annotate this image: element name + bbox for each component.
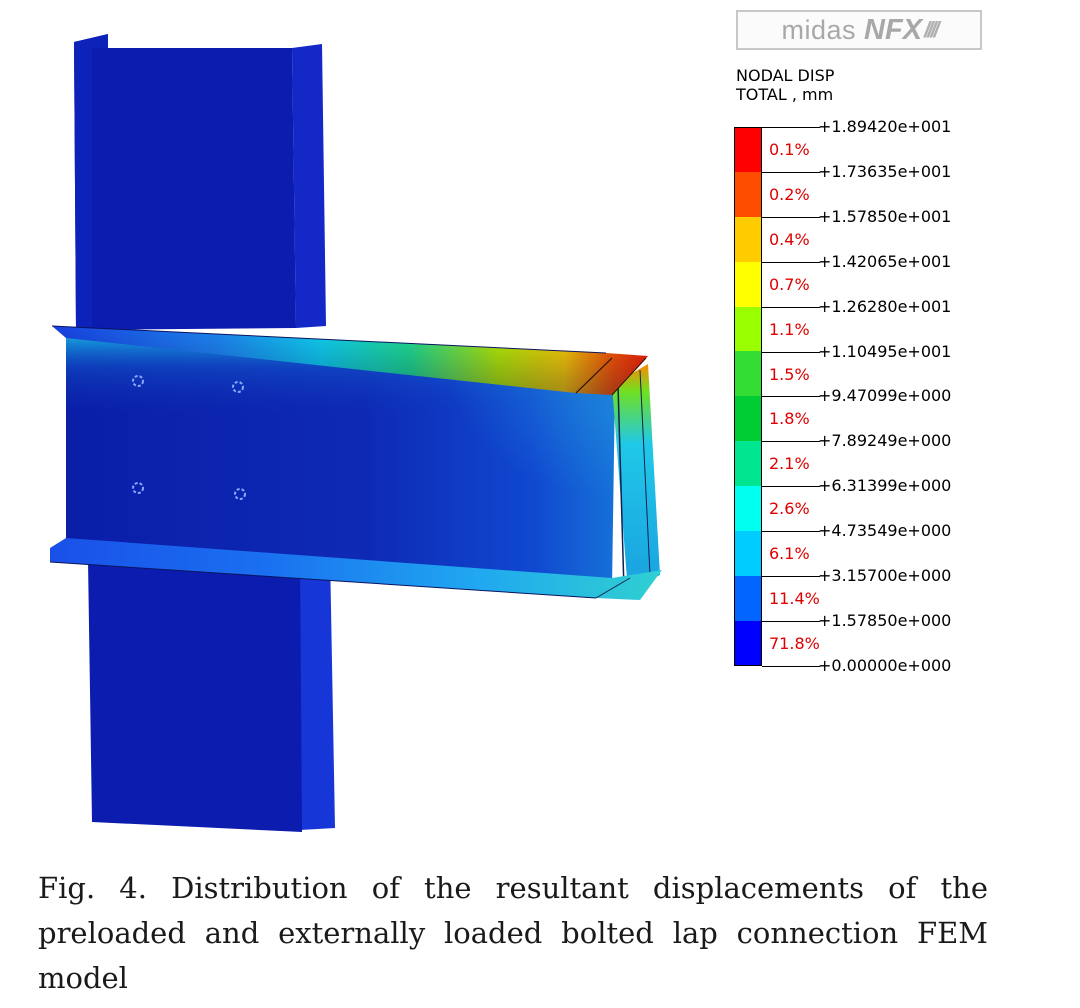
legend-title-line2: TOTAL , mm <box>736 85 834 104</box>
bolt-bottom-left <box>132 482 144 494</box>
legend-value: +7.89249e+000 <box>818 431 952 451</box>
legend-percentage: 71.8% <box>769 633 820 653</box>
legend-swatch <box>734 531 762 576</box>
legend-percentage: 1.8% <box>769 409 810 429</box>
legend-percentage: 0.2% <box>769 184 810 204</box>
column <box>74 34 335 832</box>
legend-tick <box>762 396 820 398</box>
legend-tick <box>762 441 820 443</box>
legend-tick <box>762 171 820 173</box>
legend-percentage: 0.4% <box>769 229 810 249</box>
logo-brand: midas <box>781 14 857 45</box>
column-flange-back <box>292 44 326 328</box>
legend-percentage: 11.4% <box>769 589 820 608</box>
legend-percentage: 2.1% <box>769 454 810 474</box>
legend-tick <box>762 351 820 353</box>
bolt-top-right <box>232 381 244 393</box>
beam <box>49 325 662 600</box>
legend-value: +6.31399e+000 <box>818 476 952 496</box>
column-flange-side <box>296 553 335 830</box>
beam-web-corner-glow <box>330 360 615 588</box>
legend-value: +3.15700e+000 <box>818 566 952 585</box>
bolt-top-left <box>132 375 144 387</box>
legend-percentage: 2.6% <box>769 499 810 519</box>
legend-swatch <box>734 216 762 262</box>
logo-slashes: //// <box>924 17 940 42</box>
midas-nfx-logo: midas NFX //// <box>736 10 982 50</box>
column-front-edge <box>74 34 108 330</box>
legend-swatch <box>734 441 762 487</box>
bolt-bottom-right <box>234 488 246 500</box>
legend-swatch <box>734 396 762 442</box>
beam-end-plate <box>612 364 660 592</box>
legend-percentage: 1.5% <box>769 364 810 384</box>
legend-swatch <box>734 351 762 397</box>
legend-swatch <box>734 620 762 666</box>
fem-model-figure <box>49 34 662 832</box>
legend-value: +0.00000e+000 <box>818 655 952 675</box>
legend-percentage: 6.1% <box>769 544 810 564</box>
bolts <box>132 375 246 500</box>
legend-value: +9.47099e+000 <box>818 386 952 406</box>
legend-value: +1.57850e+001 <box>818 206 952 226</box>
legend-swatch <box>734 486 762 532</box>
figure-caption: Fig. 4. Distribution of the resultant di… <box>38 871 988 995</box>
column-front-lower <box>88 556 302 832</box>
beam-bottom-flange <box>50 538 662 600</box>
legend-swatch <box>734 575 762 621</box>
legend-value: +1.73635e+001 <box>818 161 952 181</box>
legend-tick <box>762 306 820 308</box>
legend-percentage: 0.1% <box>769 140 810 159</box>
legend-percentage: 1.1% <box>769 319 810 339</box>
logo-product: NFX <box>864 13 923 46</box>
legend-tick <box>762 576 820 577</box>
legend-value: +1.42065e+001 <box>818 251 952 271</box>
legend-tick <box>762 127 820 128</box>
legend-color-bar <box>734 127 762 666</box>
legend-title: NODAL DISP TOTAL , mm <box>736 66 834 104</box>
legend-swatch <box>734 171 762 217</box>
legend-value: +4.73549e+000 <box>818 521 952 541</box>
legend-value: +1.26280e+001 <box>818 296 952 316</box>
legend-tick <box>762 665 820 667</box>
legend-value: +1.10495e+001 <box>818 341 952 361</box>
legend-swatch <box>734 306 762 352</box>
legend-title-line1: NODAL DISP <box>736 66 835 85</box>
legend-percentage: 0.7% <box>769 274 810 294</box>
legend-tick <box>762 486 820 488</box>
legend-value: +1.57850e+000 <box>818 610 952 630</box>
legend-tick <box>762 216 820 218</box>
legend-value: +1.89420e+001 <box>818 117 952 136</box>
beam-top-flange-shade <box>52 326 648 395</box>
legend-swatch <box>734 261 762 307</box>
column-front-upper <box>74 34 296 330</box>
legend-tick <box>762 261 820 263</box>
legend-tick <box>762 620 820 622</box>
legend-swatch <box>734 127 762 172</box>
legend-tick <box>762 531 820 533</box>
